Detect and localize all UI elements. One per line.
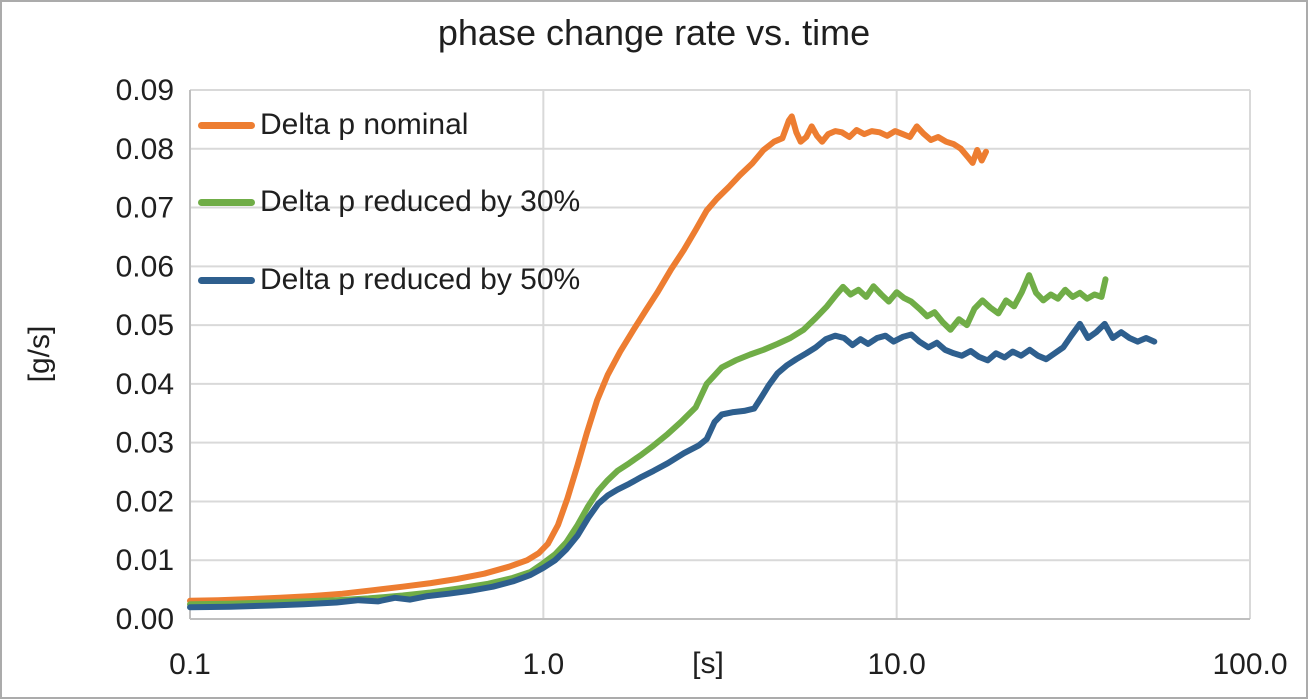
legend-swatch-reduced-50: [198, 276, 255, 284]
series-line-2: [187, 320, 1158, 611]
tick-labels: 0.00 0.01 0.02 0.03 0.04 0.05 0.06 0.07 0.08 0.09…: [116, 74, 1288, 681]
legend-item-reduced-30: Delta p reduced by 30%: [198, 183, 580, 221]
gridlines: [190, 89, 1251, 619]
legend-label: Delta p reduced by 50%: [260, 263, 581, 296]
y-tick-label: 0.05: [116, 309, 174, 342]
legend-swatch-reduced-30: [198, 198, 255, 206]
y-tick-label: 0.09: [116, 74, 174, 107]
legend-label: Delta p nominal: [260, 108, 469, 141]
legend-item-nominal: Delta p nominal: [198, 106, 468, 144]
y-tick-label: 0.04: [116, 368, 174, 401]
chart-title: phase change rate vs. time: [437, 12, 871, 53]
y-tick-label: 0.07: [116, 192, 174, 225]
x-axis-unit-label: [s]: [692, 647, 724, 680]
y-tick-label: 0.03: [116, 427, 174, 460]
series-lines: [187, 113, 1158, 611]
y-tick-label: 0.06: [116, 250, 174, 283]
y-tick-label: 0.08: [116, 133, 174, 166]
y-tick-label: 0.00: [116, 603, 174, 636]
x-tick-label: 1.0: [522, 648, 564, 681]
y-tick-label: 0.02: [116, 485, 174, 518]
y-axis-unit-label: [g/s]: [23, 325, 56, 383]
series-line-0: [187, 113, 989, 604]
x-tick-label: 100.0: [1212, 648, 1287, 681]
x-tick-label: 0.1: [169, 648, 211, 681]
x-tick-label: 10.0: [867, 648, 925, 681]
series-line-1: [187, 272, 1109, 608]
legend-label: Delta p reduced by 30%: [260, 185, 581, 218]
y-tick-label: 0.01: [116, 544, 174, 577]
legend-swatch-nominal: [198, 121, 255, 129]
axis-lines: [189, 90, 1250, 620]
legend-item-reduced-50: Delta p reduced by 50%: [198, 261, 580, 299]
